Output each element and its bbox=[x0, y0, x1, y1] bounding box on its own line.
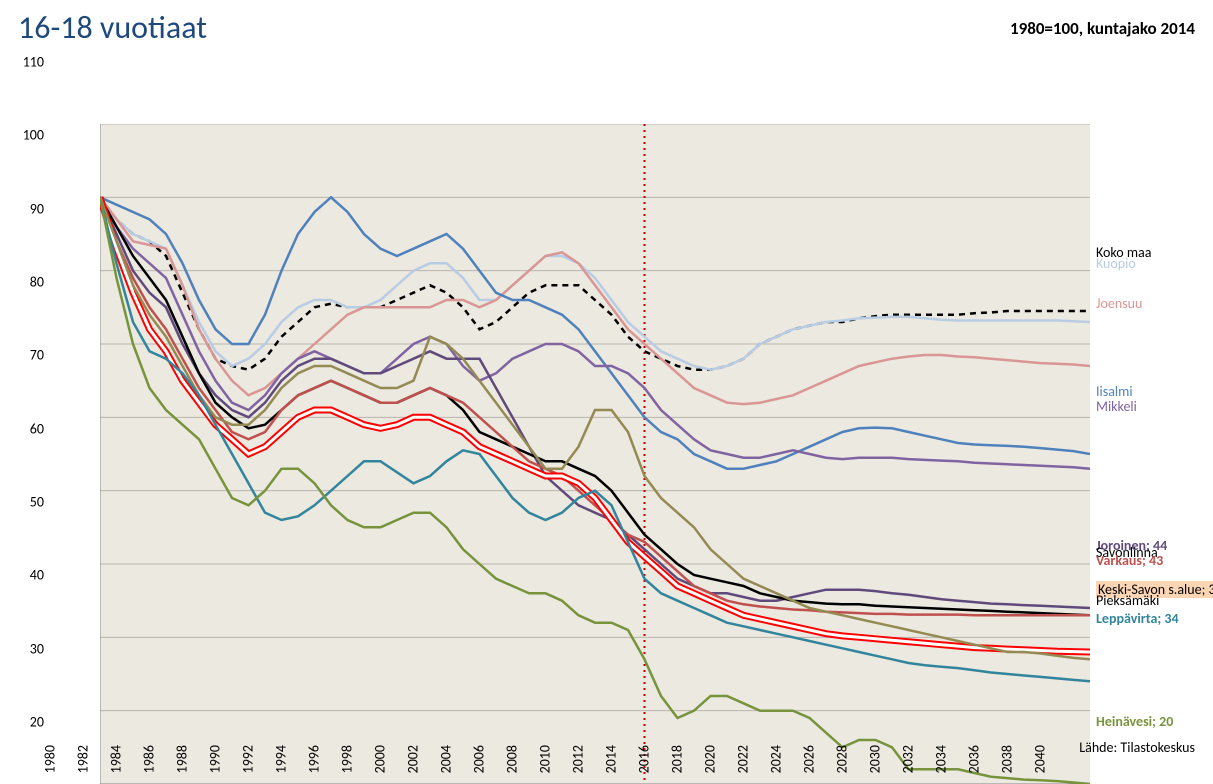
x-tick-label: 2036 bbox=[966, 745, 983, 773]
x-tick-label: 2020 bbox=[702, 745, 719, 773]
y-tick-label: 70 bbox=[30, 347, 44, 364]
x-tick-label: 2030 bbox=[867, 745, 884, 773]
chart-credit: Lähde: Tilastokeskus bbox=[1079, 739, 1195, 756]
y-tick-label: 50 bbox=[30, 494, 44, 511]
series-label-lepp-virta: Leppävirta; 34 bbox=[1096, 610, 1179, 627]
x-tick-label: 2032 bbox=[900, 745, 917, 773]
x-tick-label: 2024 bbox=[768, 745, 785, 773]
y-tick-label: 100 bbox=[23, 127, 44, 144]
series-label-hein-vesi: Heinävesi; 20 bbox=[1096, 713, 1173, 730]
x-tick-label: 1984 bbox=[108, 745, 125, 773]
x-tick-label: 2012 bbox=[570, 745, 587, 773]
x-tick-label: 1980 bbox=[42, 745, 59, 773]
x-tick-label: 2040 bbox=[1032, 745, 1049, 773]
x-tick-label: 2038 bbox=[999, 745, 1016, 773]
y-tick-label: 90 bbox=[30, 200, 44, 217]
x-tick-label: 2034 bbox=[933, 745, 950, 773]
x-tick-label: 1998 bbox=[339, 745, 356, 773]
x-tick-label: 2028 bbox=[834, 745, 851, 773]
chart-svg bbox=[100, 124, 1090, 784]
y-tick-label: 110 bbox=[23, 54, 44, 71]
x-tick-label: 2014 bbox=[603, 745, 620, 773]
x-tick-label: 2008 bbox=[504, 745, 521, 773]
x-tick-label: 2004 bbox=[438, 745, 455, 773]
series-label-pieks-m-ki: Pieksämäki bbox=[1096, 592, 1159, 609]
x-tick-label: 1996 bbox=[306, 745, 323, 773]
chart-title: 16-18 vuotiaat bbox=[18, 8, 207, 47]
y-tick-label: 30 bbox=[30, 640, 44, 657]
y-tick-label: 60 bbox=[30, 420, 44, 437]
x-tick-label: 2016 bbox=[636, 745, 653, 773]
x-tick-label: 2010 bbox=[537, 745, 554, 773]
y-tick-label: 20 bbox=[30, 714, 44, 731]
y-tick-label: 80 bbox=[30, 274, 44, 291]
x-tick-label: 2022 bbox=[735, 745, 752, 773]
series-label-mikkeli: Mikkeli bbox=[1096, 398, 1137, 415]
x-tick-label: 1982 bbox=[75, 745, 92, 773]
x-tick-label: 2002 bbox=[405, 745, 422, 773]
x-tick-label: 1994 bbox=[273, 745, 290, 773]
x-tick-label: 2000 bbox=[372, 745, 389, 773]
x-tick-label: 2018 bbox=[669, 745, 686, 773]
x-tick-label: 1990 bbox=[207, 745, 224, 773]
x-tick-label: 1988 bbox=[174, 745, 191, 773]
x-tick-label: 1986 bbox=[141, 745, 158, 773]
x-tick-label: 2006 bbox=[471, 745, 488, 773]
series-label-kuopio: Kuopio bbox=[1096, 255, 1136, 272]
x-tick-label: 1992 bbox=[240, 745, 257, 773]
series-label-varkaus: Varkaus; 43 bbox=[1096, 552, 1163, 569]
series-label-joensuu: Joensuu bbox=[1096, 295, 1142, 312]
chart-subtitle: 1980=100, kuntajako 2014 bbox=[1010, 18, 1195, 39]
x-axis-labels: 1980198219841986198819901992199419961998… bbox=[50, 722, 1040, 762]
y-tick-label: 40 bbox=[30, 567, 44, 584]
x-tick-label: 2026 bbox=[801, 745, 818, 773]
